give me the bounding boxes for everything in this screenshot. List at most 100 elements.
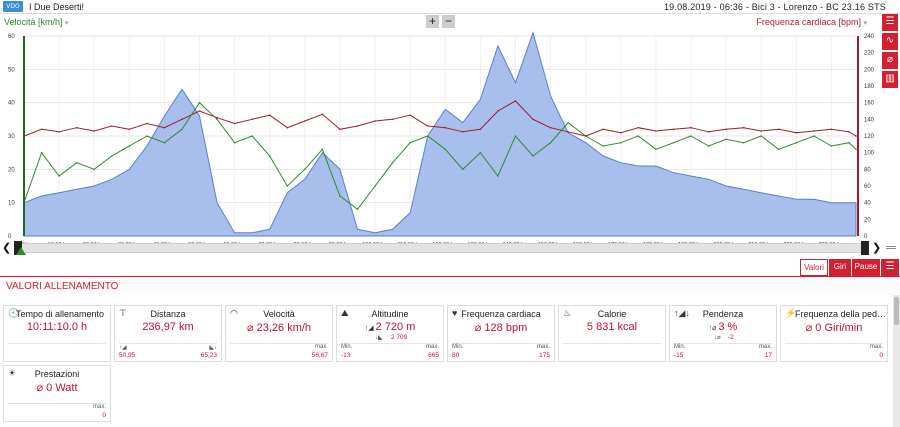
chart-area[interactable]: Velocità [km/h] ▾ + − Frequenza cardiaca… [0, 14, 900, 254]
uphill-avg-icon: ↑⌀ [708, 325, 719, 332]
card-cadenza: ⚡ Frequenza della ped… ⌀ 0 Giri/min max.… [780, 305, 888, 362]
frequenza-point [532, 118, 534, 121]
velocita-point [374, 185, 376, 187]
y-left-tick-label: 0 [8, 234, 12, 240]
velocita-point [321, 148, 324, 151]
min-label: Min. [674, 344, 686, 350]
velocita-point [146, 135, 148, 137]
top-bar: VDO I Due Deserti! 19.08.2019 - 06:36 - … [0, 0, 900, 14]
velocita-point [40, 151, 43, 154]
velocita-point [514, 135, 517, 137]
min-value: -13 [341, 352, 351, 359]
divider [8, 403, 106, 404]
tab-list-icon[interactable]: ☰ [881, 259, 899, 276]
velocita-point [111, 155, 113, 157]
vertical-scrollbar[interactable] [893, 295, 900, 427]
max-label: max. [869, 344, 883, 350]
divider [563, 343, 661, 344]
y-right-tick-label: 120 [864, 134, 875, 140]
signpost-icon: ⊤ [119, 308, 127, 318]
max-label: max. [314, 344, 328, 350]
card-value: ↑⌀ 3 % [708, 321, 738, 333]
divider [230, 343, 328, 344]
chart-svg[interactable]: 0 10 20 30 40 50 60 0 20 40 60 80 100 120 140 160 180 200… [0, 28, 900, 254]
clock-icon: 🕘 [8, 308, 20, 318]
y-right-tick-label: 100 [864, 151, 875, 157]
tab-valori[interactable]: Valori [800, 259, 828, 276]
tab-bar: Valori Giri Pause ☰ [800, 259, 900, 276]
velocita-point [532, 155, 534, 157]
downhill-icon: ◣↓ [209, 345, 217, 351]
avg-down-value: -2 [728, 334, 734, 341]
chart-scroll-row: ❮ ❯ [0, 240, 900, 256]
card-distanza: ⊤ Distanza 236,97 km ↑◢ 50,95 ◣↓ 65,23 [114, 305, 222, 362]
frequenza-point [795, 131, 798, 134]
flame-icon: ♨ [563, 308, 572, 318]
frequenza-point [479, 128, 482, 131]
tab-pause[interactable]: Pause [852, 259, 880, 276]
uphill-icon: ↑◢ [364, 325, 376, 332]
frequenza-point [426, 125, 429, 127]
card-title: Pendenza [702, 309, 744, 319]
card-velocita: ◠ Velocità ⌀ 23,26 km/h max. 56,67 [225, 305, 333, 362]
frequenza-point [216, 116, 218, 119]
session-info: 19.08.2019 - 06:36 - Bici 3 - Lorenzo - … [663, 2, 886, 12]
line-chart-icon[interactable]: ∿ [882, 33, 898, 50]
y-left-tick-label: 60 [8, 34, 15, 40]
average-icon[interactable]: ⌀ [882, 52, 898, 69]
velocita-point [444, 148, 447, 151]
mountain-icon: ⛰ [341, 308, 349, 318]
velocita-point [181, 128, 183, 131]
velocita-point [778, 148, 780, 151]
card-title: Frequenza cardiaca [461, 309, 541, 319]
frequenza-point [304, 120, 306, 122]
descent-value: 2 709 [391, 334, 408, 341]
tab-giri[interactable]: Giri [829, 259, 851, 276]
max-label: max. [758, 344, 772, 350]
velocita-point [830, 145, 833, 147]
right-axis-label[interactable]: Frequenza cardiaca [bpm] ▾ [756, 17, 867, 27]
collapse-handle[interactable] [886, 246, 896, 249]
card-value: ⌀ 23,26 km/h [246, 322, 312, 334]
velocita-point [356, 208, 359, 211]
scroll-left-icon[interactable]: ❮ [2, 242, 12, 254]
frequenza-point [321, 113, 324, 116]
velocita-point [602, 145, 604, 147]
frequenza-point [163, 126, 166, 129]
velocita-point [163, 141, 166, 144]
range-handle-right[interactable] [861, 241, 869, 255]
left-axis-label[interactable]: Velocità [km/h] ▾ [4, 17, 69, 27]
menu-icon[interactable]: ☰ [882, 14, 898, 31]
slope-icon: ↑◢↓ [674, 308, 690, 318]
frequenza-point [409, 114, 412, 116]
scrollbar-thumb[interactable] [894, 297, 899, 325]
frequenza-point [40, 128, 43, 131]
y-right-tick-label: 200 [864, 67, 875, 73]
frequenza-point [672, 128, 675, 131]
max-label: max. [536, 344, 550, 350]
max-label: max. [425, 344, 439, 350]
frequenza-point [497, 110, 499, 112]
velocita-point [637, 135, 640, 137]
y-right-tick-label: 240 [864, 34, 875, 40]
velocita-point [426, 135, 429, 137]
divider [119, 343, 217, 344]
zoom-in-button[interactable]: + [426, 15, 439, 28]
frequenza-point [58, 131, 60, 133]
scroll-right-icon[interactable]: ❯ [872, 242, 882, 254]
card-pendenza: ↑◢↓ Pendenza ↑⌀ 3 % ↓⌀ -2 Min. -15 max. … [669, 305, 777, 362]
card-title: Calorie [597, 309, 627, 319]
velocita-point [128, 145, 131, 147]
velocita-point [304, 168, 306, 171]
zoom-out-button[interactable]: − [442, 15, 455, 28]
power-icon: ☀ [8, 368, 17, 378]
bar-chart-icon[interactable]: ▥ [882, 71, 898, 88]
velocita-point [655, 148, 657, 151]
uphill-distance: 50,95 [119, 352, 136, 359]
y-left-tick-label: 20 [8, 167, 15, 173]
card-prestazioni: ☀ Prestazioni ⌀ 0 Watt max. 0 [3, 365, 111, 422]
velocita-point [198, 101, 201, 104]
range-slider-track[interactable] [14, 243, 867, 253]
max-label: max. [92, 404, 106, 410]
velocita-point [813, 135, 815, 137]
